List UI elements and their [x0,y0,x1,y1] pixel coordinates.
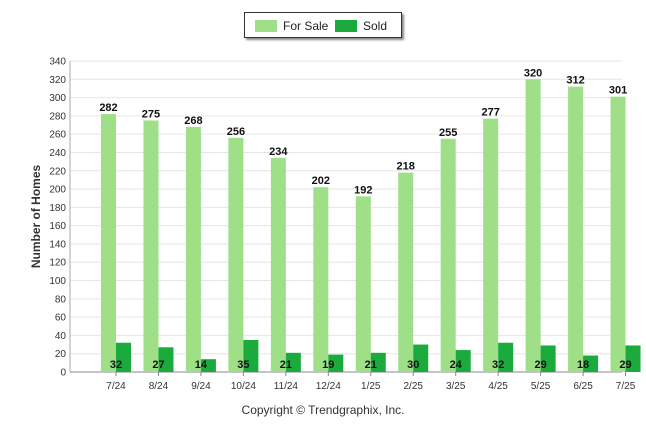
bar-sold [158,347,174,372]
legend-item-for-sale: For Sale [255,19,328,33]
x-tick-label: 7/25 [616,381,636,392]
legend: For Sale Sold [244,12,402,38]
bar-sold [540,345,556,372]
y-tick-label: 180 [49,203,66,214]
legend-swatch-sold [335,20,357,32]
bar-for-sale [270,157,286,372]
bar-for-sale [525,79,541,372]
data-label-sold: 18 [577,359,589,371]
y-tick-label: 260 [49,130,66,141]
x-tick-label: 4/25 [488,381,508,392]
bar-for-sale [143,120,159,373]
bar-for-sale [313,187,329,372]
data-label-sold: 35 [237,359,249,371]
bar-sold [200,359,216,372]
x-tick-label: 9/24 [191,381,211,392]
y-tick-label: 0 [60,368,66,379]
data-label-for-sale: 320 [524,67,542,79]
bar-for-sale [185,126,201,372]
bar-for-sale [355,196,371,372]
y-tick-label: 300 [49,93,66,104]
data-label-for-sale: 234 [269,146,288,158]
x-tick-label: 11/24 [274,381,299,392]
bar-for-sale [228,137,244,372]
y-tick-label: 100 [49,276,66,287]
y-tick-label: 320 [49,75,66,86]
bar-sold [583,355,599,372]
bar-for-sale [101,114,116,372]
y-tick-label: 200 [49,185,66,196]
y-tick-label: 160 [49,221,66,232]
data-label-for-sale: 277 [481,107,499,119]
y-tick-label: 20 [55,349,67,360]
data-label-for-sale: 312 [566,75,584,87]
y-tick-label: 40 [55,331,67,342]
copyright-text: Copyright © Trendgraphix, Inc. [241,403,405,417]
bar-sold [243,339,259,372]
y-tick-label: 140 [49,239,66,250]
x-tick-label: 7/24 [106,381,126,392]
bar-for-sale [483,118,499,373]
data-label-sold: 29 [534,359,546,371]
bar-sold [116,342,131,372]
legend-item-sold: Sold [335,19,387,33]
y-tick-label: 80 [55,294,67,305]
data-label-sold: 14 [195,359,208,371]
data-label-sold: 27 [152,359,164,371]
bar-sold [498,342,514,372]
data-label-for-sale: 202 [312,175,330,187]
bar-for-sale [610,96,626,373]
data-label-for-sale: 275 [142,108,160,120]
data-label-for-sale: 268 [184,115,202,127]
x-tick-label: 12/24 [316,381,341,392]
x-tick-label: 10/24 [231,381,256,392]
y-tick-label: 120 [49,258,66,269]
bar-sold [625,345,641,372]
legend-label-for-sale: For Sale [283,19,329,33]
bar-for-sale [398,172,414,372]
bar-for-sale [568,86,584,373]
data-label-for-sale: 255 [439,127,457,139]
bar-sold [455,350,471,372]
bar-for-sale [440,138,456,372]
data-label-sold: 19 [322,359,334,371]
y-tick-label: 220 [49,166,66,177]
legend-swatch-for-sale [255,20,277,32]
data-label-for-sale: 256 [227,126,245,138]
y-tick-label: 280 [49,111,66,122]
bar-sold [285,352,301,372]
bar-sold [370,352,386,372]
data-label-sold: 29 [619,359,631,371]
legend-label-sold: Sold [363,19,388,33]
data-label-sold: 21 [280,359,292,371]
bar-sold [328,354,344,372]
data-label-sold: 21 [365,359,377,371]
y-tick-label: 60 [55,313,67,324]
x-tick-label: 2/25 [403,381,423,392]
y-axis-label: Number of Homes [29,165,43,269]
y-tick-label: 340 [49,57,66,68]
x-tick-label: 1/25 [361,381,381,392]
data-label-for-sale: 301 [609,85,627,97]
data-label-for-sale: 192 [354,184,372,196]
bar-sold [413,344,429,372]
data-label-for-sale: 282 [99,102,117,114]
x-tick-label: 8/24 [149,381,169,392]
data-label-sold: 32 [492,359,504,371]
data-label-sold: 30 [407,359,419,371]
x-tick-label: 3/25 [446,381,466,392]
data-label-for-sale: 218 [397,161,415,173]
data-label-sold: 24 [450,359,463,371]
y-tick-label: 240 [49,148,66,159]
data-label-sold: 32 [110,359,122,371]
x-tick-label: 5/25 [531,381,551,392]
x-tick-label: 6/25 [573,381,593,392]
